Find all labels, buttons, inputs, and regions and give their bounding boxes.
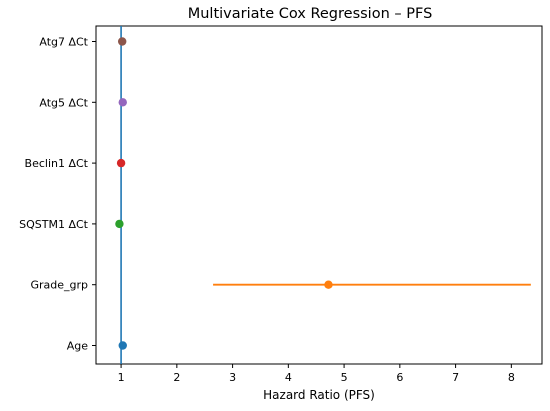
- hazard-ratio-point: [324, 280, 333, 289]
- x-tick-label: 1: [118, 371, 125, 384]
- x-axis-ticks: 1 2 3 4 5 6 7 8: [118, 364, 515, 384]
- x-axis-label: Hazard Ratio (PFS): [263, 388, 375, 402]
- y-tick-label: Age: [67, 340, 89, 353]
- y-tick-label: Atg5 ΔCt: [39, 96, 88, 109]
- hazard-ratio-point: [118, 98, 127, 107]
- y-tick-label: Beclin1 ΔCt: [25, 157, 89, 170]
- hazard-ratio-point: [115, 219, 124, 229]
- x-tick-label: 2: [173, 371, 180, 384]
- hazard-ratio-point: [118, 341, 127, 350]
- x-tick-label: 3: [229, 371, 236, 384]
- chart-title: Multivariate Cox Regression – PFS: [188, 6, 433, 22]
- x-tick-label: 6: [396, 371, 403, 384]
- y-tick-label: Atg7 ΔCt: [39, 36, 88, 49]
- x-tick-label: 4: [285, 371, 292, 384]
- x-tick-label: 7: [452, 371, 459, 384]
- x-tick-label: 8: [508, 371, 515, 384]
- y-tick-label: Grade_grp: [30, 279, 88, 292]
- y-axis-ticks: Atg7 ΔCt Atg5 ΔCt Beclin1 ΔCt SQSTM1 ΔCt Gra…: [19, 36, 96, 353]
- hazard-ratio-point: [118, 37, 127, 46]
- hazard-ratio-point-layer: [115, 37, 333, 350]
- y-tick-label: SQSTM1 ΔCt: [19, 218, 89, 231]
- x-tick-label: 5: [341, 371, 348, 384]
- hazard-ratio-point: [116, 158, 126, 168]
- confidence-interval-layer: [118, 40, 531, 347]
- plot-frame: [95, 25, 543, 365]
